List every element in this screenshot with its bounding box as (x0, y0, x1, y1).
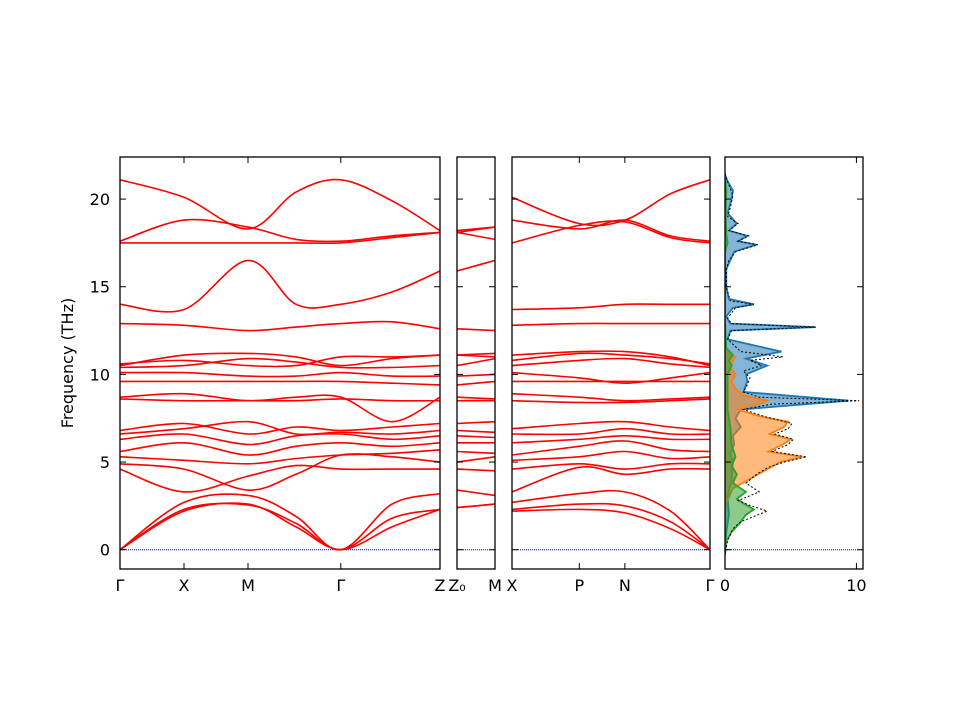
phonon-band-line (120, 380, 440, 386)
panel-frame (456, 156, 496, 570)
bands-group (120, 178, 440, 551)
phonon-band-line (457, 420, 495, 425)
phonon-band-line (512, 371, 710, 385)
phonon-band-line (120, 464, 440, 493)
partial-dos-fill (725, 174, 849, 550)
partial-dos-line (725, 176, 756, 556)
phonon-band-line (512, 489, 710, 551)
phonon-band-line (512, 450, 710, 462)
phonon-band-line (120, 354, 440, 368)
y-tick-label: 0 (100, 541, 110, 560)
dos-panel: 0 10 (720, 156, 867, 595)
k-point-label: Z₀ (448, 576, 465, 595)
y-tick-label: 20 (90, 190, 110, 209)
phonon-band-line (457, 429, 495, 434)
k-point-label: M (241, 576, 255, 595)
phonon-band-line (457, 226, 495, 232)
y-tick-label: 10 (90, 365, 110, 384)
k-point-label: M (488, 576, 502, 595)
phonon-band-line (120, 453, 440, 491)
phonon-band-line (120, 420, 440, 436)
panel-frame (511, 156, 711, 570)
phonon-band-line (512, 357, 710, 369)
phonon-band-line (120, 352, 440, 367)
y-tick-label: 5 (100, 453, 110, 472)
phonon-band-line (457, 231, 495, 241)
phonon-band-line (512, 462, 710, 470)
phonon-band-line (120, 357, 440, 369)
bands-group (457, 226, 495, 551)
phonon-band-line (120, 492, 440, 551)
phonon-band-line (512, 350, 710, 367)
phonon-band-line (457, 354, 495, 358)
panel-frame (119, 156, 441, 570)
phonon-band-line (512, 465, 710, 493)
partial-dos-fill (725, 176, 754, 556)
total-dos-line (725, 172, 860, 556)
dos-curves (725, 172, 863, 556)
phonon-band-line (120, 422, 440, 435)
phonon-band-line (457, 357, 495, 367)
phonon-band-line (457, 450, 495, 455)
dos-x-tick-label: 0 (720, 576, 730, 595)
phonon-band-line (457, 396, 495, 400)
phonon-band-line (512, 434, 710, 444)
dos-panel-frame (724, 156, 864, 570)
phonon-band-line (457, 380, 495, 386)
phonon-band-line (457, 435, 495, 439)
partial-dos-fill (725, 351, 803, 506)
phonon-band-line (120, 371, 440, 378)
k-point-label: Γ (336, 576, 345, 595)
bands-group (512, 179, 710, 551)
phonon-band-line (457, 259, 495, 272)
phonon-band-line (512, 440, 710, 456)
phonon-band-line (457, 456, 495, 463)
phonon-band-line (120, 398, 440, 402)
y-tick-label: 15 (90, 278, 110, 297)
phonon-band-line (512, 179, 710, 227)
phonon-band-line (120, 231, 440, 245)
k-point-label: Γ (116, 576, 125, 595)
phonon-band-line (120, 502, 440, 551)
phonon-band-line (120, 441, 440, 456)
phonon-band-line (512, 392, 710, 402)
phonon-band-line (512, 220, 710, 244)
band-panels: Γ X M Γ Z Z₀ M X P N Γ (116, 156, 715, 595)
phonon-band-line (457, 328, 495, 332)
k-point-label: X (179, 576, 190, 595)
k-point-label: Z (435, 576, 446, 595)
phonon-band-line (512, 508, 710, 551)
phonon-band-line (512, 420, 710, 432)
dos-x-tick-label: 10 (846, 576, 866, 595)
phonon-band-line (120, 218, 440, 243)
k-point-label: X (507, 576, 518, 595)
phonon-band-line (120, 392, 440, 423)
phonon-band-line (120, 259, 440, 313)
phonon-band-line (512, 502, 710, 551)
phonon-band-line (457, 503, 495, 509)
phonon-band-line (512, 398, 710, 404)
k-point-label: N (619, 576, 631, 595)
phonon-band-line (120, 449, 440, 465)
phonon-band-line (512, 322, 710, 327)
phonon-band-line (457, 468, 495, 472)
frequency-axis: 0 5 10 15 20 (90, 190, 110, 560)
band-panel-2: Z₀ M (448, 156, 502, 595)
phonon-band-line (120, 432, 440, 446)
k-point-label: P (574, 576, 584, 595)
phonon-band-line (120, 320, 440, 332)
phonon-band-line (120, 178, 440, 232)
phonon-band-line (120, 502, 440, 551)
k-point-label: Γ (706, 576, 715, 595)
phonon-band-line (457, 489, 495, 497)
y-axis-label: Frequency (THz) (58, 298, 77, 428)
phonon-band-line (512, 427, 710, 436)
phonon-band-line (512, 303, 710, 311)
